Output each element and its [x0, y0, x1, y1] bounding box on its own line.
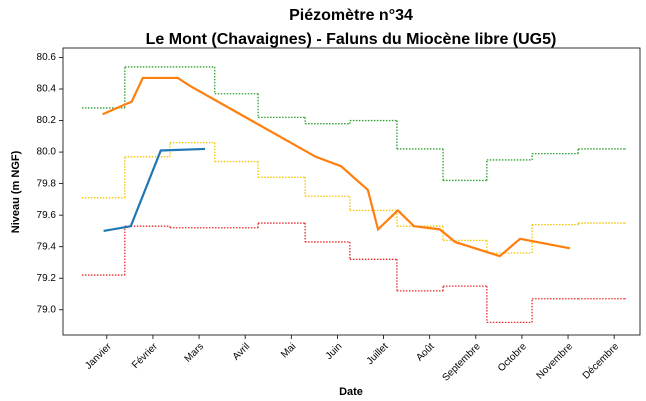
x-axis-label: Date — [339, 386, 363, 398]
x-tick-label: Avril — [231, 341, 252, 362]
y-tick-label: 79.2 — [37, 273, 57, 284]
x-tick-label: Février — [130, 341, 160, 371]
step-end — [624, 148, 626, 150]
x-tick-label: Juillet — [365, 341, 391, 367]
y-tick-label: 79.6 — [37, 210, 57, 221]
y-tick-label: 80.4 — [37, 84, 57, 95]
data-line — [103, 147, 206, 233]
y-tick-label: 79.4 — [37, 241, 57, 252]
x-tick-label: Septembre — [440, 341, 483, 384]
x-tick-label: Juin — [324, 341, 345, 362]
data-line — [102, 76, 571, 258]
step-end — [624, 298, 626, 300]
y-tick-label: 79.8 — [37, 178, 57, 189]
chart-title: Piézomètre n°34 — [289, 7, 413, 24]
y-tick-label: 80.0 — [37, 147, 57, 158]
x-tick-label: Mai — [279, 341, 298, 360]
x-tick-label: Août — [414, 341, 436, 363]
y-axis-label: Niveau (m NGF) — [10, 150, 22, 233]
x-tick-label: Janvier — [83, 341, 114, 372]
x-tick-label: Octobre — [496, 341, 529, 374]
x-tick-label: Mars — [183, 341, 207, 365]
y-tick-label: 80.6 — [37, 52, 57, 63]
x-tick-label: Novembre — [535, 341, 576, 382]
step-end — [624, 222, 626, 224]
plot-frame — [62, 47, 641, 336]
y-tick-label: 80.2 — [37, 115, 57, 126]
y-tick-label: 79.0 — [37, 304, 57, 315]
chart-subtitle: Le Mont (Chavaignes) - Faluns du Miocène… — [146, 31, 557, 48]
x-tick-label: Décembre — [581, 341, 622, 382]
